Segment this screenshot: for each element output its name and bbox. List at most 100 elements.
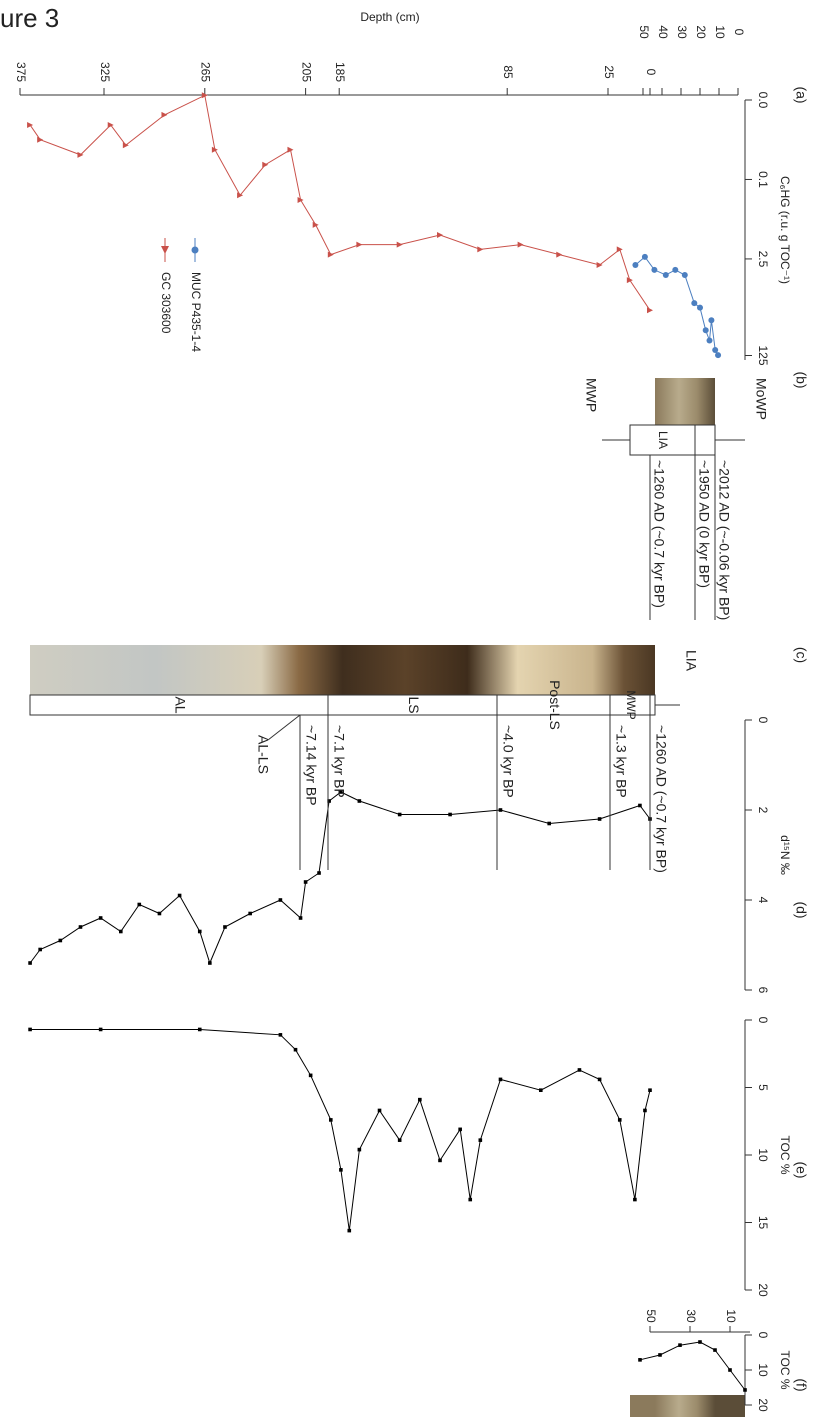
- data-point: [697, 305, 703, 311]
- age-label: ~1260 AD (~0.7 kyr BP): [651, 460, 667, 608]
- legend-label: MUC P435-1-4: [189, 272, 203, 352]
- data-point: [728, 1368, 732, 1372]
- panel-label: (d): [793, 901, 809, 918]
- data-point: [279, 898, 283, 902]
- figure-label: ure 3: [0, 3, 59, 33]
- y2-tick-label: 10: [713, 25, 727, 39]
- data-point: [651, 267, 657, 273]
- unit-label: MWP: [624, 690, 638, 719]
- data-point: [598, 1078, 602, 1082]
- y-tick-label: 185: [333, 62, 347, 82]
- data-point: [223, 925, 227, 929]
- data-point: [547, 822, 551, 826]
- data-point: [578, 1068, 582, 1072]
- x-axis-title: TOC %: [778, 1350, 792, 1389]
- data-point: [642, 254, 648, 260]
- unit-label: LS: [406, 696, 422, 713]
- data-point: [317, 871, 321, 875]
- series-line: [640, 1342, 745, 1390]
- data-point: [499, 808, 503, 812]
- data-point: [437, 232, 443, 238]
- unit-label: LIA: [656, 431, 670, 449]
- data-point: [618, 1118, 622, 1122]
- data-point: [358, 1148, 362, 1152]
- legend-marker: [161, 246, 169, 254]
- data-point: [38, 948, 42, 952]
- y-tick-label: 10: [724, 1309, 738, 1323]
- age-label: ~1260 AD (~0.7 kyr BP): [653, 725, 669, 873]
- x-tick-label: 10: [756, 1148, 770, 1162]
- data-point: [715, 352, 721, 358]
- unit-label: AL: [172, 696, 188, 713]
- data-point: [638, 804, 642, 808]
- data-point: [198, 1028, 202, 1032]
- y-tick-label: 85: [501, 65, 515, 79]
- data-point: [329, 1118, 333, 1122]
- y-tick-label: 325: [98, 62, 112, 82]
- unit-label: Post-LS: [547, 680, 563, 730]
- data-point: [99, 916, 103, 920]
- data-point: [27, 122, 33, 128]
- data-point: [347, 1229, 351, 1233]
- data-point: [328, 252, 334, 258]
- data-point: [712, 347, 718, 353]
- core-photo: [630, 1395, 745, 1417]
- x-tick-label: 0.0: [756, 92, 770, 109]
- age-label: ~1.3 kyr BP: [613, 725, 629, 798]
- data-point: [643, 1109, 647, 1113]
- series-line: [30, 792, 650, 963]
- data-point: [448, 813, 452, 817]
- data-point: [158, 912, 162, 916]
- data-point: [28, 1028, 32, 1032]
- data-point: [356, 242, 362, 248]
- x-tick-label: 4: [756, 897, 770, 904]
- panel-label: (e): [793, 1161, 809, 1178]
- x-axis-title: TOC %: [778, 1135, 792, 1174]
- age-label: ~1950 AD (0 kyr BP): [696, 460, 712, 588]
- data-point: [198, 930, 202, 934]
- core-photo: [655, 378, 715, 425]
- age-label: ~2012 AD (~-0.06 kyr BP): [716, 460, 732, 620]
- data-point: [339, 1168, 343, 1172]
- x-tick-label: 0: [756, 1017, 770, 1024]
- x-tick-label: 5: [756, 1084, 770, 1091]
- data-point: [713, 1348, 717, 1352]
- data-point: [598, 817, 602, 821]
- data-point: [299, 916, 303, 920]
- data-point: [398, 813, 402, 817]
- age-label: ~7.14 kyr BP: [303, 725, 319, 806]
- data-point: [309, 1074, 313, 1078]
- data-point: [682, 272, 688, 278]
- panel-label: (f): [793, 1378, 809, 1391]
- y2-tick-label: 40: [656, 25, 670, 39]
- data-point: [663, 272, 669, 278]
- data-point: [248, 912, 252, 916]
- data-point: [137, 903, 141, 907]
- y2-tick-label: 0: [732, 29, 746, 36]
- data-point: [743, 1388, 747, 1392]
- boundary-label: LIA: [683, 650, 699, 672]
- x-tick-label: 15: [756, 1216, 770, 1230]
- x-tick-label: 2: [756, 807, 770, 814]
- data-point: [672, 267, 678, 273]
- data-point: [539, 1088, 543, 1092]
- data-point: [703, 327, 709, 333]
- data-point: [279, 1033, 283, 1037]
- data-point: [418, 1098, 422, 1102]
- data-point: [79, 925, 83, 929]
- x-tick-label: 6: [756, 987, 770, 994]
- data-point: [398, 1138, 402, 1142]
- data-point: [648, 1088, 652, 1092]
- age-label: ~4.0 kyr BP: [500, 725, 516, 798]
- data-point: [37, 137, 43, 143]
- data-point: [518, 242, 524, 248]
- data-point: [707, 337, 713, 343]
- legend-label: GC 303600: [159, 272, 173, 334]
- figure: ure 3 37532526520518585250Depth (cm)5040…: [0, 0, 817, 1417]
- series-line: [30, 1030, 650, 1231]
- panel-label: (c): [793, 647, 809, 663]
- data-point: [477, 246, 483, 252]
- boundary-label: MoWP: [753, 378, 769, 420]
- data-point: [28, 961, 32, 965]
- data-point: [294, 1048, 298, 1052]
